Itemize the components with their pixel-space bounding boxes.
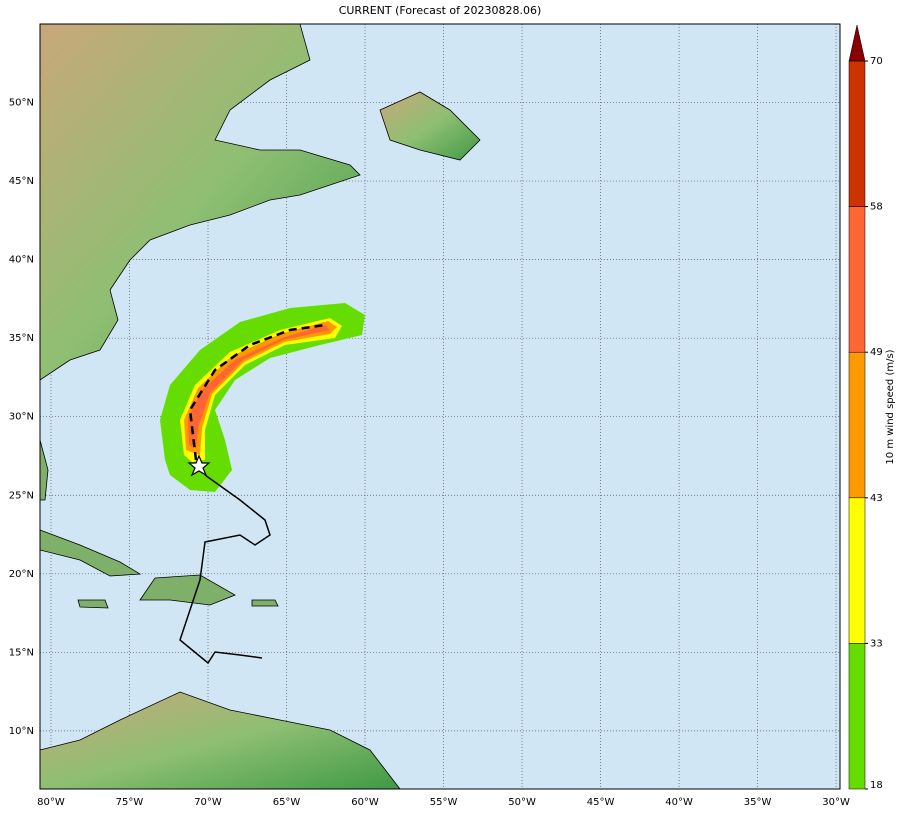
lat-tick-label: 10°N bbox=[9, 726, 34, 737]
map-frame bbox=[39, 23, 841, 790]
lon-tick-label: 50°W bbox=[508, 797, 536, 808]
lat-tick-label: 25°N bbox=[9, 490, 34, 501]
colorbar-segment bbox=[848, 206, 866, 353]
lon-tick-label: 30°W bbox=[822, 797, 850, 808]
lat-tick-label: 20°N bbox=[9, 569, 34, 580]
colorbar-segment bbox=[848, 643, 866, 790]
lon-tick-label: 65°W bbox=[273, 797, 301, 808]
colorbar-segment bbox=[848, 351, 866, 499]
lat-tick-label: 30°N bbox=[9, 412, 34, 423]
colorbar-label: 10 m wind speed (m/s) bbox=[885, 349, 896, 464]
lon-tick-label: 60°W bbox=[351, 797, 379, 808]
colorbar-tick-label: 18 bbox=[870, 780, 883, 791]
colorbar-tick-label: 70 bbox=[870, 56, 883, 67]
colorbar-tick-label: 49 bbox=[870, 347, 883, 358]
wind-swath bbox=[160, 303, 365, 492]
colorbar-segment bbox=[848, 60, 866, 207]
lat-tick-label: 40°N bbox=[9, 255, 34, 266]
lon-tick-label: 45°W bbox=[587, 797, 615, 808]
lat-tick-label: 35°N bbox=[9, 333, 34, 344]
lon-tick-label: 40°W bbox=[665, 797, 693, 808]
lat-tick-label: 15°N bbox=[9, 647, 34, 658]
colorbar-extension bbox=[848, 24, 866, 62]
lat-tick-label: 45°N bbox=[9, 176, 34, 187]
colorbar-tick-label: 58 bbox=[870, 202, 883, 213]
colorbar-segment bbox=[848, 497, 866, 644]
lon-tick-label: 70°W bbox=[194, 797, 222, 808]
colorbar-tick-label: 33 bbox=[870, 638, 883, 649]
land bbox=[39, 23, 481, 790]
lon-tick-label: 35°W bbox=[744, 797, 772, 808]
colorbar-tick-label: 43 bbox=[870, 493, 883, 504]
lon-tick-label: 75°W bbox=[116, 797, 144, 808]
lat-tick-label: 50°N bbox=[9, 98, 34, 109]
lon-tick-label: 80°W bbox=[37, 797, 65, 808]
lon-tick-label: 55°W bbox=[430, 797, 458, 808]
map-title: CURRENT (Forecast of 20230828.06) bbox=[339, 4, 542, 17]
storm-position bbox=[187, 454, 211, 477]
observed-track bbox=[179, 474, 271, 665]
